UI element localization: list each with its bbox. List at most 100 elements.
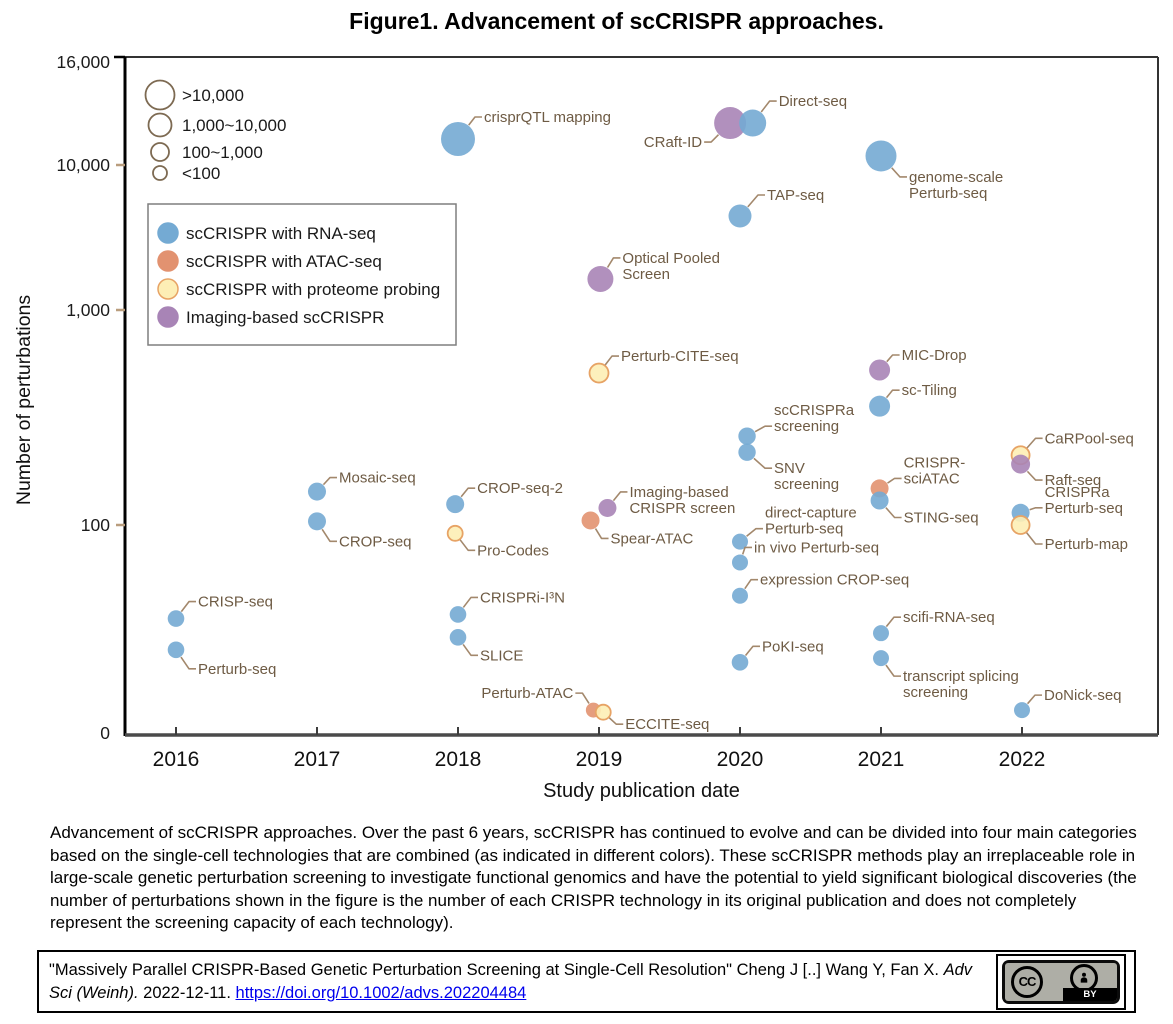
leader-line xyxy=(704,134,720,143)
bubble-direct-seq xyxy=(739,109,767,137)
leader-line xyxy=(468,116,482,126)
point-crisprqtl-mapping: crisprQTL mapping xyxy=(441,109,611,156)
point-label: sc-Tiling xyxy=(902,382,957,399)
point-label: DoNick-seq xyxy=(1044,687,1122,704)
point-perturb-seq-2016: Perturb-seq xyxy=(167,641,276,678)
x-tick-label: 2019 xyxy=(576,748,623,771)
color-legend-swatch-rna xyxy=(157,222,179,244)
point-label: Screen xyxy=(622,266,670,283)
bubble-crop-seq-2 xyxy=(446,495,465,514)
y-axis: 16,000 10,000 1,000 100 0 Number of perturbat… xyxy=(13,52,125,743)
color-legend-label: Imaging-based scCRISPR xyxy=(186,308,384,327)
color-legend: scCRISPR with RNA-seq scCRISPR with ATAC-… xyxy=(147,203,457,346)
cc-by-license-badge: CC BY xyxy=(996,953,1126,1010)
point-poki-seq: PoKI-seq xyxy=(731,638,824,671)
leader-line xyxy=(744,578,758,590)
point-label: Mosaic-seq xyxy=(339,470,416,487)
color-legend-swatch-imaging xyxy=(157,306,179,328)
x-tick-label: 2022 xyxy=(999,748,1046,771)
point-donick-seq: DoNick-seq xyxy=(1014,687,1122,719)
point-label: Pro-Codes xyxy=(477,542,549,559)
point-label: CaRPool-seq xyxy=(1045,430,1134,447)
by-label: BY xyxy=(1063,987,1117,1001)
point-label: screening xyxy=(774,476,839,493)
point-label: PoKI-seq xyxy=(762,638,824,655)
bubble-perturb-map xyxy=(1010,515,1031,535)
leader-line xyxy=(741,546,752,555)
point-label: CROP-seq xyxy=(339,533,412,550)
citation-date: 2022-12-11. xyxy=(143,983,231,1002)
data-points: CRISP-seq Perturb-seq Mosaic-seq CROP-seq cr… xyxy=(167,93,1134,733)
color-legend-label: scCRISPR with RNA-seq xyxy=(186,224,376,243)
point-craft-id: CRaft-ID xyxy=(644,107,747,151)
bubble-genome-scale-perturb-seq xyxy=(865,140,897,172)
point-label: Perturb-CITE-seq xyxy=(621,348,739,365)
size-legend-label: >10,000 xyxy=(182,86,244,105)
x-axis-title: Study publication date xyxy=(543,780,740,802)
bubble-mosaic-seq xyxy=(308,482,326,501)
leader-line xyxy=(462,643,478,657)
color-legend-swatch-atac xyxy=(157,250,179,272)
size-legend-label: <100 xyxy=(182,164,220,183)
point-label: screening xyxy=(903,684,968,701)
point-label: Optical Pooled xyxy=(622,250,720,267)
x-tick-label: 2018 xyxy=(435,748,482,771)
bubble-slice xyxy=(449,629,467,646)
x-tick-label: 2016 xyxy=(153,748,200,771)
point-perturb-atac: Perturb-ATAC xyxy=(481,685,601,718)
leader-line xyxy=(885,616,901,628)
bubble-perturb-cite-seq xyxy=(588,362,610,384)
color-legend-swatch-proteome xyxy=(157,278,179,300)
leader-line xyxy=(760,100,777,113)
person-icon xyxy=(1080,972,1088,983)
scatter-chart-canvas: 16,000 10,000 1,000 100 0 Number of perturbat… xyxy=(13,52,1159,802)
point-crisp-seq: CRISP-seq xyxy=(167,594,273,627)
point-label: screening xyxy=(774,418,839,435)
point-crispr-sciatac: CRISPR-sciATAC xyxy=(870,454,966,498)
leader-line xyxy=(747,194,765,208)
leader-line xyxy=(1026,694,1042,705)
size-legend-circle xyxy=(147,112,173,138)
point-crop-seq: CROP-seq xyxy=(308,512,412,550)
color-legend-label: scCRISPR with proteome probing xyxy=(186,280,440,299)
point-label: CRISPRi-I³N xyxy=(480,589,565,606)
leader-line xyxy=(321,528,337,543)
color-legend-label: scCRISPR with ATAC-seq xyxy=(186,252,382,271)
bubble-snv-screening xyxy=(738,443,756,461)
point-label: Spear-ATAC xyxy=(611,530,694,547)
bubble-optical-pooled-screen xyxy=(587,265,614,292)
point-label: expression CROP-seq xyxy=(760,572,909,589)
point-label: Perturb-ATAC xyxy=(481,685,573,702)
point-mic-drop: MIC-Drop xyxy=(869,347,967,381)
bubble-craft-id xyxy=(714,107,747,140)
bubble-sc-tiling xyxy=(869,395,891,417)
point-label: CRISPR- xyxy=(904,454,966,471)
point-label: SNV xyxy=(774,460,805,477)
cc-badge-inner: CC BY xyxy=(1002,959,1120,1004)
point-label: ECCITE-seq xyxy=(625,716,709,733)
leader-line xyxy=(891,167,907,178)
point-spear-atac: Spear-ATAC xyxy=(581,511,694,547)
doi-link[interactable]: https://doi.org/10.1002/advs.202204484 xyxy=(235,983,527,1002)
point-pro-codes: Pro-Codes xyxy=(446,524,549,559)
leader-line xyxy=(1026,470,1043,481)
y-tick-label: 100 xyxy=(81,515,110,535)
citation-journal: Adv Sci (Weinh). xyxy=(49,961,973,1002)
leader-line xyxy=(754,425,773,433)
leader-line xyxy=(1026,437,1043,449)
bubble-imaging-based-crispr-screen xyxy=(598,498,617,517)
point-label: direct-capture xyxy=(765,505,857,522)
point-raft-seq: Raft-seq xyxy=(1011,454,1101,489)
citation-quote: "Massively Parallel CRISPR-Based Genetic… xyxy=(49,961,940,980)
y-tick-label: 10,000 xyxy=(56,155,110,175)
leader-line xyxy=(744,645,760,656)
bubble-direct-capture-perturb-seq xyxy=(732,533,748,550)
y-tick-label: 1,000 xyxy=(66,300,110,320)
point-label: Perturb-seq xyxy=(1045,500,1123,517)
leader-line xyxy=(462,596,478,608)
bubble-crispri-i3n xyxy=(449,606,467,623)
cc-logo-icon: CC xyxy=(1011,965,1043,998)
x-axis: 2016 2017 2018 2019 2020 2021 2022 Study public… xyxy=(153,727,1046,802)
